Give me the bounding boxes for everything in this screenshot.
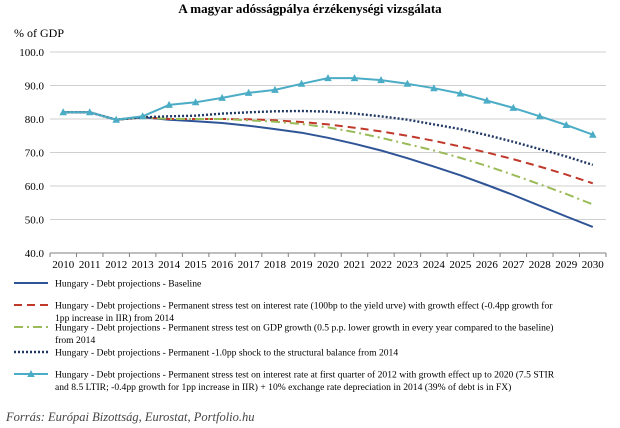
legend-marker: [27, 370, 35, 377]
series-5-marker: [403, 79, 412, 87]
series-5-marker: [191, 98, 200, 106]
series-5-marker: [271, 85, 279, 93]
x-tick-label: 2014: [158, 259, 181, 271]
series-5-marker: [456, 89, 465, 97]
series-line-2: [63, 111, 594, 185]
x-tick-label: 2019: [291, 259, 314, 271]
series-5-marker: [297, 79, 306, 87]
series-5-marker: [112, 115, 120, 123]
x-tick-label: 2028: [529, 259, 552, 271]
x-tick-label: 2027: [502, 259, 525, 271]
x-tick-label: 2024: [423, 259, 446, 271]
series-5-marker: [536, 112, 544, 120]
y-tick-label: 40.0: [25, 248, 45, 260]
x-axis: [49, 252, 607, 257]
x-tick-label: 2011: [79, 259, 101, 271]
series-5-marker: [138, 112, 147, 120]
legend-entry-2: Hungary - Debt projections - Permanent s…: [55, 301, 553, 312]
series-line-3: [63, 111, 594, 206]
legend: Hungary - Debt projections - Baseline Hun…: [14, 279, 555, 393]
x-tick-labels: 2010 2011 2012 2013 2014 2015 2016 2017 2018 2019…: [52, 259, 604, 271]
gridlines: [50, 51, 606, 254]
y-tick-label: 100.0: [19, 47, 44, 59]
x-tick-label: 2012: [105, 259, 127, 271]
legend-entry-5: Hungary - Debt projections - Permanent s…: [55, 370, 555, 381]
series-5-marker: [218, 93, 226, 101]
legend-entry-4: Hungary - Debt projections - Permanent -…: [55, 348, 398, 359]
series-5-marker: [483, 96, 491, 104]
x-tick-label: 2013: [132, 259, 155, 271]
series-5-marker: [589, 130, 597, 138]
x-tick-label: 2018: [264, 259, 287, 271]
series-5-marker: [59, 108, 67, 116]
series-5-marker: [350, 74, 359, 82]
series-5-marker: [562, 121, 571, 128]
x-tick-label: 2020: [317, 259, 340, 271]
series-5-marker: [165, 100, 173, 108]
legend-entry-3: Hungary - Debt projections - Permanent s…: [55, 323, 553, 334]
x-tick-label: 2022: [370, 259, 392, 271]
x-tick-label: 2030: [582, 259, 605, 271]
legend-entry-5: and 8.5 LTIR; -0.4pp growth for 1pp incr…: [55, 382, 511, 393]
x-tick-label: 2010: [52, 259, 75, 271]
x-tick-label: 2017: [238, 259, 261, 271]
series-5-marker: [430, 84, 438, 92]
x-tick-label: 2016: [211, 259, 234, 271]
chart-title: A magyar adósságpálya érzékenységi vizsg…: [178, 1, 442, 16]
series-5-marker: [244, 88, 253, 96]
series-5-marker: [509, 103, 518, 111]
x-tick-label: 2021: [343, 259, 365, 271]
legend-entry-2: 1pp increase in IIR) from 2014: [55, 313, 174, 324]
source-note: Forrás: Európai Bizottság, Eurostat, Por…: [6, 410, 255, 424]
y-axis-label: % of GDP: [14, 26, 64, 40]
x-tick-label: 2015: [185, 259, 208, 271]
series-line-1: [63, 111, 594, 228]
series-5-marker: [377, 76, 385, 84]
legend-entry-3: from 2014: [55, 335, 95, 346]
legend-entry-1: Hungary - Debt projections - Baseline: [55, 279, 201, 290]
y-tick-label: 50.0: [25, 215, 45, 227]
y-tick-label: 80.0: [25, 114, 45, 126]
x-tick-label: 2029: [555, 259, 578, 271]
series-line-4: [63, 109, 594, 167]
y-tick-labels: 40.0 50.0 60.0 70.0 80.0 90.0 100.0: [19, 47, 44, 260]
x-tick-label: 2025: [449, 259, 472, 271]
series-lines: [59, 74, 597, 228]
y-tick-label: 60.0: [25, 181, 45, 193]
y-tick-label: 90.0: [25, 81, 45, 93]
series-5-marker: [324, 74, 332, 82]
series-5-marker: [85, 108, 94, 116]
x-tick-label: 2023: [396, 259, 419, 271]
y-tick-label: 70.0: [25, 148, 45, 160]
x-tick-label: 2026: [476, 259, 499, 271]
